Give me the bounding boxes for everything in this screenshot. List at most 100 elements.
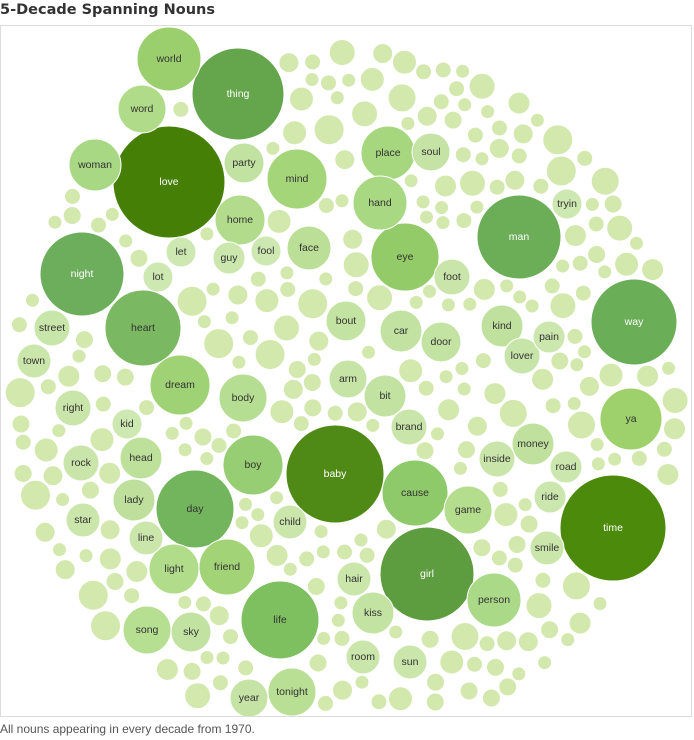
bubble-circle[interactable] [222,434,284,496]
bubble-circle[interactable] [104,289,182,367]
bubble-baby[interactable]: baby [285,424,385,524]
bubble-time[interactable]: time [559,474,667,582]
bubble-circle[interactable] [433,258,471,296]
bubble-day[interactable]: day [155,469,235,549]
bubble-circle[interactable] [443,485,493,535]
bubble-smile[interactable]: smile [529,530,565,566]
bubble-foot[interactable]: foot [433,258,471,296]
bubble-circle[interactable] [16,343,52,379]
bubble-lady[interactable]: lady [112,478,156,522]
bubble-circle[interactable] [532,320,566,354]
bubble-circle[interactable] [128,520,164,556]
bubble-circle[interactable] [272,504,308,540]
bubble-boy[interactable]: boy [222,434,284,496]
bubble-circle[interactable] [39,231,125,317]
bubble-circle[interactable] [599,387,663,451]
bubble-face[interactable]: face [286,225,332,271]
bubble-friend[interactable]: friend [198,538,256,596]
bubble-bout[interactable]: bout [325,300,367,342]
bubble-life[interactable]: life [240,580,320,660]
bubble-line[interactable]: line [128,520,164,556]
bubble-circle[interactable] [370,222,440,292]
bubble-circle[interactable] [214,194,266,246]
bubble-head[interactable]: head [119,436,163,480]
bubble-circle[interactable] [136,26,202,92]
bubble-circle[interactable] [590,278,678,366]
bubble-circle[interactable] [212,241,246,275]
bubble-inside[interactable]: inside [478,440,516,478]
bubble-circle[interactable] [549,450,583,484]
bubble-hand[interactable]: hand [352,175,408,231]
bubble-circle[interactable] [65,502,101,538]
bubble-circle[interactable] [286,225,332,271]
bubble-ya[interactable]: ya [599,387,663,451]
bubble-way[interactable]: way [590,278,678,366]
bubble-circle[interactable] [411,132,451,172]
bubble-room[interactable]: room [345,639,381,675]
bubble-pain[interactable]: pain [532,320,566,354]
bubble-tonight[interactable]: tonight [267,667,317,716]
bubble-circle[interactable] [529,530,565,566]
bubble-fool[interactable]: fool [250,235,282,267]
bubble-game[interactable]: game [443,485,493,535]
bubble-circle[interactable] [149,354,211,416]
bubble-light[interactable]: light [148,543,200,595]
bubble-thing[interactable]: thing [191,47,285,141]
bubble-circle[interactable] [62,444,100,482]
bubble-circle[interactable] [155,469,235,549]
bubble-circle[interactable] [352,175,408,231]
bubble-circle[interactable] [111,408,143,440]
bubble-night[interactable]: night [39,231,125,317]
bubble-circle[interactable] [559,474,667,582]
bubble-circle[interactable] [379,309,423,353]
bubble-ride[interactable]: ride [533,480,567,514]
bubble-person[interactable]: person [466,572,522,628]
bubble-circle[interactable] [229,678,269,716]
bubble-town[interactable]: town [16,343,52,379]
bubble-man[interactable]: man [476,194,562,280]
bubble-tryin[interactable]: tryin [551,188,583,220]
bubble-hair[interactable]: hair [336,561,372,597]
bubble-circle[interactable] [142,261,174,293]
bubble-guy[interactable]: guy [212,241,246,275]
bubble-child[interactable]: child [272,504,308,540]
bubble-party[interactable]: party [223,142,265,184]
bubble-lot[interactable]: lot [142,261,174,293]
bubble-circle[interactable] [266,148,328,210]
bubble-circle[interactable] [325,300,367,342]
bubble-woman[interactable]: woman [68,138,122,192]
bubble-road[interactable]: road [549,450,583,484]
bubble-body[interactable]: body [218,373,268,423]
bubble-circle[interactable] [328,359,368,399]
bubble-bit[interactable]: bit [363,374,407,418]
bubble-circle[interactable] [511,422,555,466]
bubble-circle[interactable] [351,591,395,635]
bubble-star[interactable]: star [65,502,101,538]
bubble-circle[interactable] [148,543,200,595]
bubble-circle[interactable] [466,572,522,628]
bubble-kind[interactable]: kind [480,304,524,348]
bubble-circle[interactable] [379,526,475,622]
bubble-circle[interactable] [381,459,449,527]
bubble-arm[interactable]: arm [328,359,368,399]
bubble-circle[interactable] [170,611,212,653]
bubble-soul[interactable]: soul [411,132,451,172]
bubble-place[interactable]: place [360,125,416,181]
bubble-door[interactable]: door [420,321,462,363]
bubble-circle[interactable] [54,389,92,427]
bubble-circle[interactable] [117,84,167,134]
bubble-brand[interactable]: brand [390,408,428,446]
bubble-song[interactable]: song [122,605,172,655]
bubble-world[interactable]: world [136,26,202,92]
bubble-circle[interactable] [191,47,285,141]
bubble-circle[interactable] [503,337,541,375]
bubble-circle[interactable] [68,138,122,192]
bubble-circle[interactable] [267,667,317,716]
bubble-kiss[interactable]: kiss [351,591,395,635]
bubble-circle[interactable] [390,408,428,446]
bubble-street[interactable]: street [33,309,71,347]
bubble-love[interactable]: love [112,125,226,239]
bubble-lover[interactable]: lover [503,337,541,375]
bubble-circle[interactable] [285,424,385,524]
bubble-car[interactable]: car [379,309,423,353]
